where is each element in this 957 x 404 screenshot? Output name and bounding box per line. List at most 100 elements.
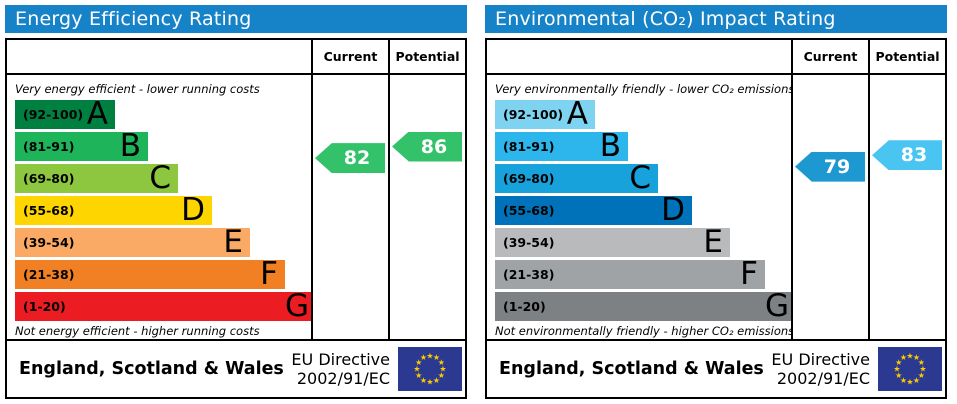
svg-text:★: ★ — [426, 352, 433, 361]
svg-text:★: ★ — [913, 353, 920, 362]
bands: (92-100) A (81-91) B (69-80) C (55-68) D (39-54)… — [495, 96, 791, 324]
rating-band-g: (1-20) G — [15, 288, 311, 324]
svg-text:★: ★ — [900, 353, 907, 362]
current-column-header: Current — [791, 40, 868, 73]
svg-text:★: ★ — [433, 376, 440, 385]
svg-text:★: ★ — [433, 353, 440, 362]
potential-column: 83 — [868, 75, 945, 339]
svg-text:★: ★ — [413, 365, 420, 374]
eu-directive-line2: 2002/91/EC — [776, 369, 870, 388]
rating-band-a: (92-100) A — [495, 96, 595, 132]
band-range-label: (1-20) — [503, 299, 546, 314]
band-range-label: (92-100) — [23, 107, 84, 122]
potential-arrow: 83 — [872, 140, 942, 171]
environmental-impact-rating-chart: Environmental (CO₂) Impact Rating Curren… — [485, 5, 947, 399]
svg-text:★: ★ — [918, 358, 925, 367]
band-letter: E — [703, 224, 723, 260]
rating-band-f: (21-38) F — [495, 256, 765, 292]
svg-text:★: ★ — [895, 371, 902, 380]
band-letter: F — [740, 256, 758, 292]
rating-band-a: (92-100) A — [15, 99, 115, 130]
potential-arrow: 86 — [392, 131, 462, 162]
rating-table: Current Potential Very energy efficient … — [5, 38, 467, 399]
table-header-row: Current Potential — [487, 40, 945, 75]
rating-band-d: (55-68) D — [15, 192, 212, 228]
svg-text:★: ★ — [426, 378, 433, 387]
band-range-label: (69-80) — [503, 171, 555, 186]
eu-directive-line2: 2002/91/EC — [296, 369, 390, 388]
svg-text:★: ★ — [919, 365, 926, 374]
svg-text:★: ★ — [415, 371, 422, 380]
eu-directive-label: EU Directive 2002/91/EC — [771, 350, 870, 388]
region-label: England, Scotland & Wales — [19, 359, 284, 379]
table-footer: England, Scotland & Wales EU Directive 2… — [487, 339, 945, 397]
current-arrow: 79 — [795, 151, 865, 182]
current-column: 82 — [311, 75, 388, 339]
current-arrow: 82 — [315, 143, 385, 174]
band-range-label: (39-54) — [503, 235, 555, 250]
current-column-header: Current — [311, 40, 388, 73]
band-letter: G — [764, 288, 789, 324]
table-header-row: Current Potential — [7, 40, 465, 75]
band-range-label: (81-91) — [23, 139, 75, 154]
svg-text:★: ★ — [906, 352, 913, 361]
band-letter: C — [629, 160, 651, 196]
rating-band-b: (81-91) B — [495, 131, 628, 162]
band-letter: E — [223, 224, 243, 260]
svg-text:★: ★ — [420, 376, 427, 385]
band-letter: D — [181, 192, 205, 228]
bands: (92-100) A (81-91) B (69-80) C (55-68) D (39-54)… — [15, 99, 311, 324]
band-range-label: (21-38) — [23, 267, 75, 282]
band-range-label: (55-68) — [503, 203, 555, 218]
band-range-label: (39-54) — [23, 235, 75, 250]
header-spacer — [487, 40, 791, 73]
rating-body: Very energy efficient - lower running co… — [7, 75, 465, 339]
region-label: England, Scotland & Wales — [499, 359, 764, 379]
eu-flag-icon: ★ ★★★★★★★★★★★ — [878, 347, 942, 391]
eu-directive-line1: EU Directive — [771, 349, 870, 369]
table-footer: England, Scotland & Wales EU Directive 2… — [7, 339, 465, 397]
band-letter: G — [284, 288, 309, 324]
svg-text:★: ★ — [900, 376, 907, 385]
potential-column-header: Potential — [868, 40, 945, 73]
rating-band-c: (69-80) C — [495, 160, 658, 196]
band-range-label: (55-68) — [23, 203, 75, 218]
svg-text:★: ★ — [439, 365, 446, 374]
top-note: Very energy efficient - lower running co… — [15, 82, 260, 96]
band-letter: C — [149, 160, 171, 196]
svg-text:★: ★ — [438, 358, 445, 367]
svg-text:★: ★ — [415, 358, 422, 367]
top-note: Very environmentally friendly - lower CO… — [495, 82, 791, 96]
band-range-label: (81-91) — [503, 139, 555, 154]
band-letter: F — [260, 256, 278, 292]
svg-text:★: ★ — [420, 353, 427, 362]
bottom-note: Not environmentally friendly - higher CO… — [495, 324, 791, 338]
eu-directive-label: EU Directive 2002/91/EC — [291, 350, 390, 388]
rating-band-f: (21-38) F — [15, 256, 285, 292]
band-letter: A — [566, 96, 588, 132]
svg-text:★: ★ — [895, 358, 902, 367]
rating-scale: Very environmentally friendly - lower CO… — [487, 75, 791, 339]
rating-body: Very environmentally friendly - lower CO… — [487, 75, 945, 339]
current-column: 79 — [791, 75, 868, 339]
svg-text:★: ★ — [893, 365, 900, 374]
rating-band-e: (39-54) E — [495, 224, 730, 260]
rating-band-g: (1-20) G — [495, 288, 791, 324]
band-letter: D — [661, 192, 685, 228]
energy-efficiency-rating-chart: Energy Efficiency Rating Current Potenti… — [5, 5, 467, 399]
chart-title: Energy Efficiency Rating — [5, 5, 467, 33]
band-range-label: (69-80) — [23, 171, 75, 186]
chart-title: Environmental (CO₂) Impact Rating — [485, 5, 947, 33]
rating-band-e: (39-54) E — [15, 224, 250, 260]
potential-column-header: Potential — [388, 40, 465, 73]
svg-text:★: ★ — [906, 378, 913, 387]
header-spacer — [7, 40, 311, 73]
bottom-note: Not energy efficient - higher running co… — [15, 324, 260, 338]
svg-text:★: ★ — [913, 376, 920, 385]
eu-directive-line1: EU Directive — [291, 349, 390, 369]
band-range-label: (92-100) — [503, 107, 564, 122]
rating-band-c: (69-80) C — [15, 160, 178, 196]
band-range-label: (21-38) — [503, 267, 555, 282]
rating-scale: Very energy efficient - lower running co… — [7, 75, 311, 339]
